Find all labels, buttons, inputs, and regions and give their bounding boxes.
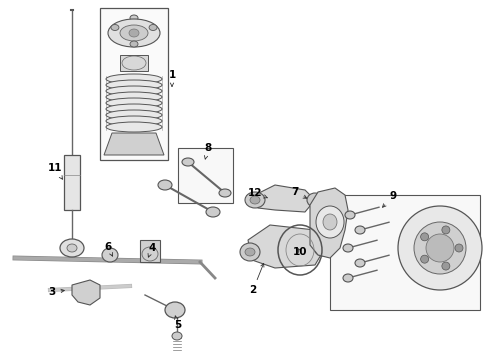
Text: 5: 5 — [174, 316, 182, 330]
Text: 12: 12 — [248, 188, 268, 198]
Ellipse shape — [108, 19, 160, 47]
Bar — [330, 195, 480, 310]
Ellipse shape — [111, 24, 119, 31]
Text: 3: 3 — [49, 287, 64, 297]
Ellipse shape — [102, 248, 118, 262]
Ellipse shape — [149, 24, 157, 31]
Ellipse shape — [158, 180, 172, 190]
Polygon shape — [310, 188, 348, 258]
Text: 6: 6 — [104, 242, 113, 256]
Ellipse shape — [455, 244, 463, 252]
Ellipse shape — [130, 15, 138, 21]
Text: 4: 4 — [148, 243, 156, 257]
Polygon shape — [104, 133, 164, 155]
Bar — [178, 148, 233, 203]
Ellipse shape — [130, 41, 138, 47]
Text: 1: 1 — [169, 70, 175, 86]
Ellipse shape — [245, 192, 265, 208]
Ellipse shape — [307, 193, 323, 207]
Ellipse shape — [345, 211, 355, 219]
Ellipse shape — [420, 233, 429, 241]
Polygon shape — [72, 280, 100, 305]
Ellipse shape — [106, 74, 162, 84]
Ellipse shape — [106, 122, 162, 132]
Ellipse shape — [182, 158, 194, 166]
Ellipse shape — [355, 226, 365, 234]
Ellipse shape — [106, 116, 162, 126]
Ellipse shape — [106, 104, 162, 114]
Ellipse shape — [442, 226, 450, 234]
Ellipse shape — [343, 274, 353, 282]
Ellipse shape — [106, 92, 162, 102]
Ellipse shape — [106, 110, 162, 120]
Bar — [64, 155, 80, 210]
Ellipse shape — [206, 207, 220, 217]
Ellipse shape — [60, 239, 84, 257]
Ellipse shape — [442, 262, 450, 270]
Ellipse shape — [355, 259, 365, 267]
Ellipse shape — [172, 332, 182, 340]
Text: 2: 2 — [249, 264, 264, 295]
Ellipse shape — [245, 248, 255, 256]
Ellipse shape — [106, 98, 162, 108]
Bar — [120, 55, 148, 71]
Ellipse shape — [129, 29, 139, 37]
Text: 11: 11 — [48, 163, 63, 179]
Ellipse shape — [219, 189, 231, 197]
Ellipse shape — [323, 214, 337, 230]
Text: 7: 7 — [292, 187, 307, 198]
Ellipse shape — [316, 206, 344, 238]
Ellipse shape — [343, 244, 353, 252]
Polygon shape — [248, 225, 325, 268]
Ellipse shape — [106, 80, 162, 90]
Ellipse shape — [240, 243, 260, 261]
Text: 10: 10 — [293, 247, 307, 257]
Text: 9: 9 — [383, 191, 396, 207]
Text: 8: 8 — [204, 143, 212, 159]
Ellipse shape — [67, 244, 77, 252]
Bar — [100, 8, 168, 160]
Ellipse shape — [414, 222, 466, 274]
Ellipse shape — [314, 240, 332, 256]
Ellipse shape — [398, 206, 482, 290]
Ellipse shape — [250, 196, 260, 204]
Ellipse shape — [165, 302, 185, 318]
Ellipse shape — [420, 255, 429, 263]
Ellipse shape — [120, 25, 148, 41]
Ellipse shape — [106, 86, 162, 96]
Ellipse shape — [426, 234, 454, 262]
Polygon shape — [255, 185, 315, 212]
Bar — [140, 240, 160, 262]
